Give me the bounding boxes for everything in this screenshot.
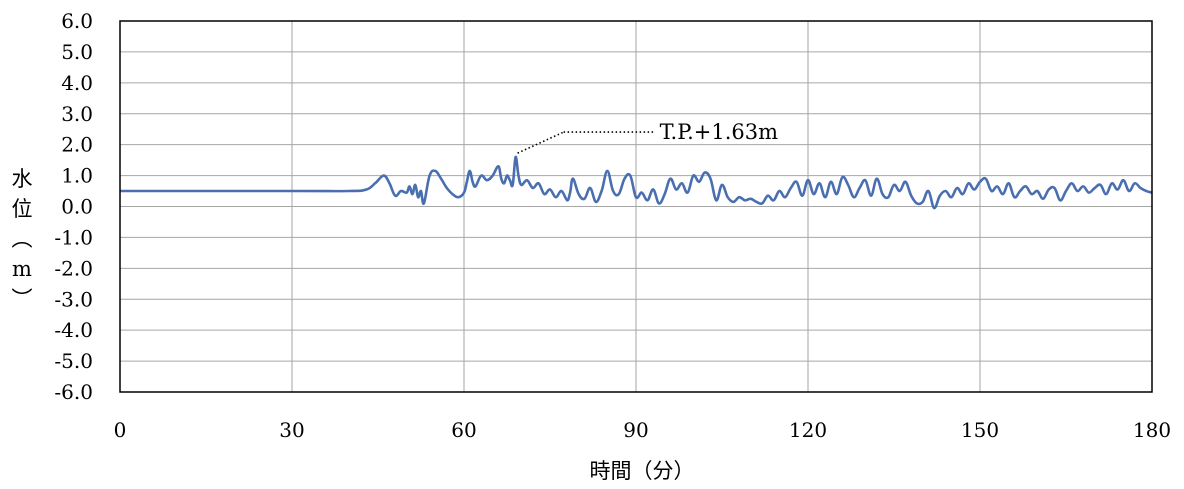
y-tick-label: -1.0 (54, 225, 93, 249)
water-level-line (120, 155, 1153, 210)
y-tick-label: 4.0 (61, 71, 93, 95)
y-axis-title-char: ︵ (12, 227, 33, 251)
x-tick-label: 0 (114, 418, 127, 442)
x-tick-label: 180 (1133, 418, 1171, 442)
y-tick-label: -4.0 (54, 318, 93, 342)
plot-frame (119, 20, 1153, 393)
y-tick-label: 1.0 (61, 164, 93, 188)
x-axis-title: 時間（分） (590, 459, 695, 483)
x-tick-label: 30 (279, 418, 304, 442)
y-axis-title-char: 水 (12, 167, 33, 191)
annotation-label: T.P.+1.63m (660, 120, 778, 144)
y-tick-label: -5.0 (54, 349, 93, 373)
x-tick-label: 120 (789, 418, 827, 442)
x-tick-label: 150 (961, 418, 999, 442)
y-axis-title-char: 位 (12, 197, 33, 221)
series-layer (120, 155, 1153, 210)
y-axis-title: 水位 ︵ m ︶ (12, 167, 33, 311)
annotation-leader (517, 131, 564, 154)
x-tick-labels: 0 30 60 90 120 150 180 (114, 418, 1171, 442)
y-tick-labels: 6.0 5.0 4.0 3.0 2.0 1.0 0.0 -1.0 -2.0 -3.0 -4.0 -5.… (54, 9, 93, 404)
y-tick-label: 0.0 (61, 195, 93, 219)
y-tick-label: -2.0 (54, 256, 93, 280)
annotation: T.P.+1.63m (517, 120, 778, 154)
y-axis-title-char: ︶ (12, 287, 33, 311)
y-tick-label: 3.0 (61, 102, 93, 126)
x-tick-label: 60 (451, 418, 476, 442)
y-tick-label: 5.0 (61, 40, 93, 64)
y-tick-label: 6.0 (61, 9, 93, 33)
y-axis-title-char: m (12, 257, 32, 281)
x-tick-label: 90 (623, 418, 648, 442)
y-tick-label: -3.0 (54, 287, 93, 311)
y-tick-label: -6.0 (54, 380, 93, 404)
y-tick-label: 2.0 (61, 133, 93, 157)
